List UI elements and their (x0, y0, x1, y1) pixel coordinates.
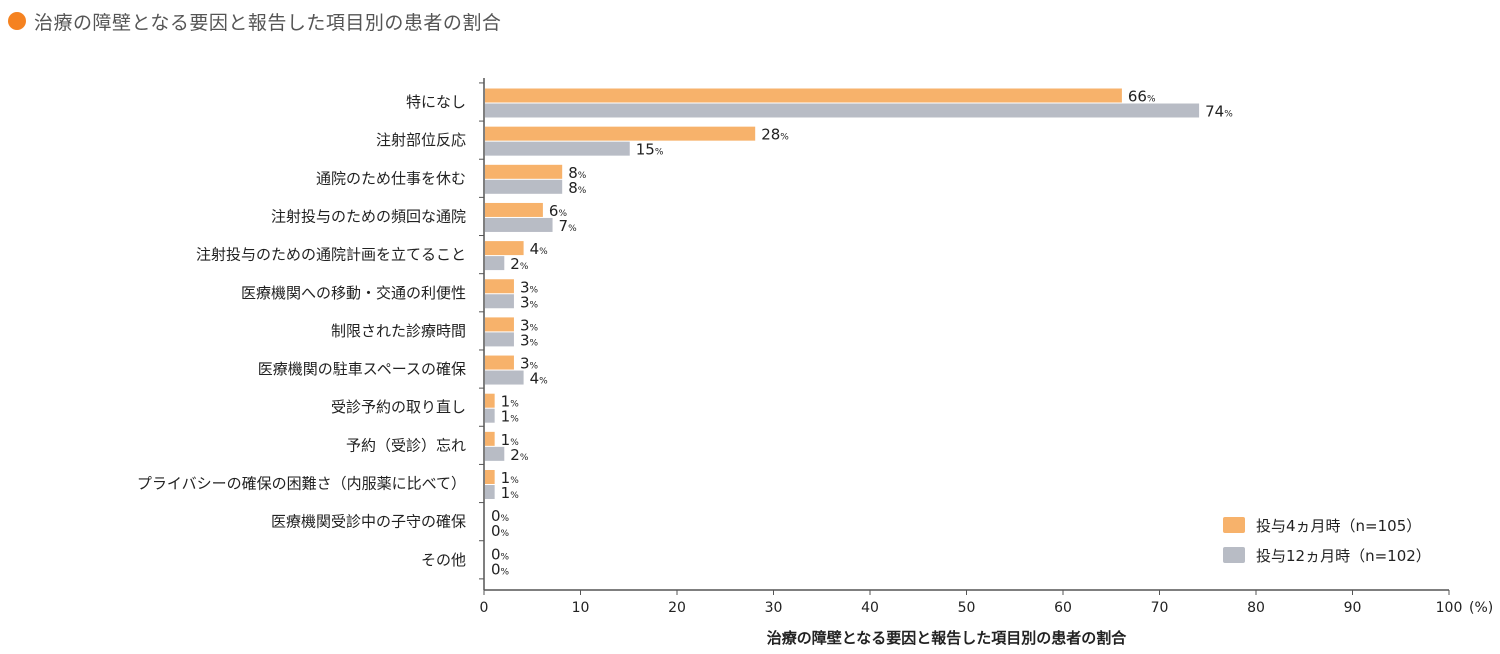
value-label: 0% (491, 522, 510, 540)
bar-series-2 (485, 141, 630, 156)
value-label: 4% (530, 240, 549, 258)
bullet-dot-icon (8, 12, 26, 30)
category-label: 医療機関受診中の子守の確保 (271, 513, 466, 531)
category-label: その他 (421, 551, 466, 569)
title-row: 治療の障壁となる要因と報告した項目別の患者の割合 (8, 6, 501, 36)
value-label: 3% (520, 331, 539, 349)
value-label: 1% (501, 408, 520, 426)
x-axis-unit: (%) (1469, 600, 1493, 616)
value-label: 3% (520, 355, 539, 373)
category-label: 受診予約の取り直し (331, 398, 466, 416)
bar-series-1 (485, 164, 563, 179)
category-label: 注射部位反応 (376, 131, 466, 149)
bar-series-1 (485, 393, 495, 408)
bar-series-1 (485, 88, 1122, 103)
value-label: 74% (1205, 103, 1233, 121)
value-label: 1% (501, 431, 520, 449)
legend-swatch (1223, 547, 1245, 563)
legend-swatch (1223, 517, 1245, 533)
category-label: 医療機関の駐車スペースの確保 (258, 360, 466, 378)
chart-title: 治療の障壁となる要因と報告した項目別の患者の割合 (34, 11, 502, 34)
category-label: 注射投与のための通院計画を立てること (196, 246, 466, 264)
bar-series-2 (485, 217, 553, 232)
value-label: 15% (636, 141, 664, 159)
bar-series-2 (485, 370, 524, 385)
value-label: 8% (568, 179, 587, 197)
bar-series-2 (485, 408, 495, 423)
x-tick-label: 70 (1151, 600, 1169, 616)
value-label: 2% (510, 446, 529, 464)
x-tick-label: 20 (668, 600, 686, 616)
bar-series-1 (485, 431, 495, 446)
category-label: 医療機関への移動・交通の利便性 (241, 284, 466, 302)
bar-series-1 (485, 470, 495, 484)
x-tick-label: 80 (1247, 600, 1265, 616)
bar-series-2 (485, 256, 505, 271)
x-tick-label: 10 (572, 600, 590, 616)
bar-series-2 (485, 103, 1200, 118)
bar-series-2 (485, 179, 563, 194)
bar-series-1 (485, 317, 514, 332)
value-label: 3% (520, 293, 539, 311)
legend-label: 投与12ヵ月時（n=102） (1256, 547, 1431, 565)
value-label: 0% (491, 560, 510, 578)
value-label: 0% (491, 545, 510, 563)
category-label: 通院のため仕事を休む (316, 169, 466, 187)
category-label: 予約（受診）忘れ (346, 436, 466, 454)
value-label: 6% (549, 202, 568, 220)
legend-label: 投与4ヵ月時（n=105） (1256, 517, 1421, 535)
value-label: 3% (520, 278, 539, 296)
bar-series-2 (485, 294, 514, 309)
category-label: 制限された診療時間 (331, 322, 466, 340)
value-label: 2% (510, 255, 529, 273)
bar-series-2 (485, 485, 495, 499)
value-label: 66% (1128, 88, 1156, 106)
bar-series-1 (485, 355, 514, 370)
value-label: 3% (520, 316, 539, 334)
x-tick-label: 0 (480, 600, 489, 616)
x-tick-label: 100 (1436, 600, 1463, 616)
value-label: 1% (501, 393, 520, 411)
category-label: プライバシーの確保の困難さ（内服薬に比べて） (137, 475, 466, 493)
bar-series-2 (485, 446, 505, 461)
value-label: 4% (530, 370, 549, 388)
x-tick-label: 30 (765, 600, 783, 616)
x-tick-label: 50 (958, 600, 976, 616)
bar-series-2 (485, 332, 514, 347)
value-label: 28% (761, 126, 789, 144)
bar-series-1 (485, 241, 524, 256)
value-label: 7% (559, 217, 578, 235)
category-label: 注射投与のための頻回な通院 (271, 207, 466, 225)
x-tick-label: 60 (1054, 600, 1072, 616)
bar-series-1 (485, 126, 756, 141)
value-label: 1% (501, 484, 520, 502)
value-label: 1% (501, 469, 520, 487)
value-label: 8% (568, 164, 587, 182)
bar-series-1 (485, 202, 543, 217)
x-tick-label: 90 (1344, 600, 1362, 616)
value-label: 0% (491, 507, 510, 525)
x-tick-label: 40 (861, 600, 879, 616)
bar-series-1 (485, 279, 514, 294)
x-axis-title: 治療の障壁となる要因と報告した項目別の患者の割合 (767, 629, 1128, 647)
category-label: 特になし (406, 93, 466, 111)
